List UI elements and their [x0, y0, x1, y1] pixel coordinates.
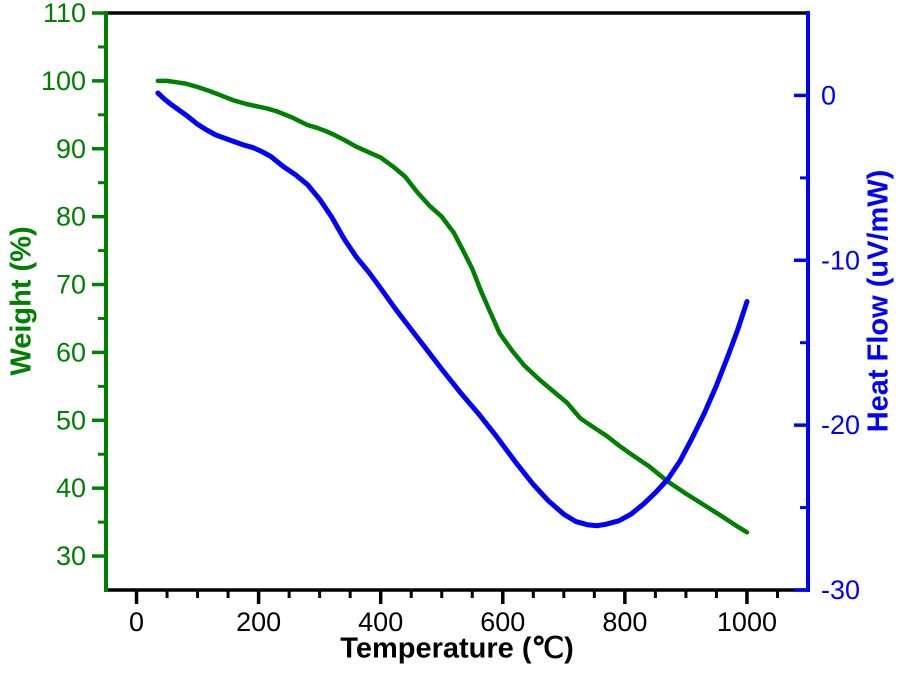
left-tick-label: 110	[43, 0, 86, 28]
bottom-tick-label: 0	[129, 607, 144, 637]
left-tick-label: 30	[56, 541, 86, 571]
bottom-tick-label: 400	[358, 607, 403, 637]
left-tick-label: 90	[56, 134, 86, 164]
left-tick-label: 40	[56, 473, 86, 503]
right-tick-label: -10	[821, 245, 860, 275]
right-tick-label: -20	[821, 410, 860, 440]
bottom-tick-label: 1000	[717, 607, 777, 637]
left-tick-label: 100	[41, 66, 86, 96]
right-tick-label: 0	[821, 80, 836, 110]
weight-tga-curve	[155, 78, 750, 535]
left-tick-label: 70	[56, 270, 86, 300]
heat-flow-dsc-curve	[155, 90, 750, 529]
right-tick-label: -30	[821, 575, 860, 605]
left-tick-label: 50	[56, 405, 86, 435]
bottom-tick-label: 200	[236, 607, 281, 637]
left-tick-label: 60	[56, 337, 86, 367]
left-tick-label: 80	[56, 202, 86, 232]
bottom-tick-label: 600	[480, 607, 525, 637]
bottom-tick-label: 800	[602, 607, 647, 637]
